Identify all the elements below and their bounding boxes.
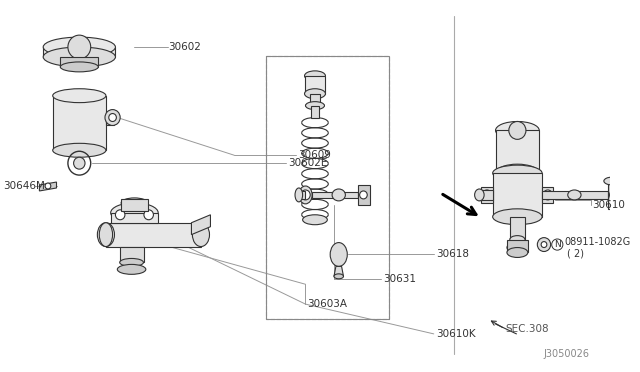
Text: 08911-1082G: 08911-1082G <box>564 237 630 247</box>
Polygon shape <box>44 47 115 57</box>
Polygon shape <box>607 181 622 209</box>
Polygon shape <box>358 185 370 205</box>
Circle shape <box>144 210 154 220</box>
Ellipse shape <box>495 164 540 182</box>
Ellipse shape <box>60 62 99 72</box>
Polygon shape <box>299 191 305 199</box>
Polygon shape <box>312 192 358 198</box>
Circle shape <box>543 190 552 200</box>
Polygon shape <box>106 116 113 125</box>
Polygon shape <box>52 96 106 150</box>
Polygon shape <box>334 266 344 276</box>
Bar <box>266 56 389 319</box>
Ellipse shape <box>120 259 143 266</box>
Ellipse shape <box>52 143 106 157</box>
Circle shape <box>74 157 85 169</box>
Circle shape <box>538 238 550 251</box>
Circle shape <box>115 210 125 220</box>
Polygon shape <box>542 187 554 203</box>
Ellipse shape <box>295 188 303 202</box>
Text: 30646M: 30646M <box>3 181 45 191</box>
Text: SEC.308: SEC.308 <box>505 324 548 334</box>
Text: N: N <box>554 240 561 249</box>
Polygon shape <box>479 190 493 200</box>
Ellipse shape <box>330 243 348 266</box>
Polygon shape <box>481 187 493 203</box>
Polygon shape <box>507 240 528 253</box>
Polygon shape <box>510 217 525 240</box>
Text: 30610K: 30610K <box>436 329 476 339</box>
Polygon shape <box>40 182 56 191</box>
Ellipse shape <box>99 223 113 247</box>
Text: 30618: 30618 <box>436 250 468 260</box>
Circle shape <box>105 110 120 125</box>
Polygon shape <box>311 106 319 118</box>
Ellipse shape <box>334 274 344 279</box>
Polygon shape <box>310 94 320 106</box>
Ellipse shape <box>493 209 542 225</box>
Polygon shape <box>120 247 144 262</box>
Ellipse shape <box>299 186 312 204</box>
Text: 30603A: 30603A <box>307 299 348 309</box>
Text: 30609: 30609 <box>298 150 331 160</box>
Circle shape <box>482 190 492 200</box>
Text: ( 2): ( 2) <box>567 248 584 259</box>
Circle shape <box>360 191 367 199</box>
Circle shape <box>609 190 619 200</box>
Circle shape <box>509 122 526 140</box>
Ellipse shape <box>305 102 324 110</box>
Circle shape <box>541 241 547 247</box>
Circle shape <box>109 113 116 122</box>
Ellipse shape <box>97 223 115 247</box>
Ellipse shape <box>305 71 325 81</box>
Text: 30631: 30631 <box>383 274 417 284</box>
Ellipse shape <box>44 47 115 67</box>
Ellipse shape <box>568 190 581 200</box>
Polygon shape <box>305 76 325 94</box>
Ellipse shape <box>604 177 621 185</box>
Text: 30610: 30610 <box>593 200 625 210</box>
Text: J3050026: J3050026 <box>543 349 589 359</box>
Ellipse shape <box>475 189 484 201</box>
Ellipse shape <box>44 37 115 57</box>
Polygon shape <box>542 191 607 199</box>
Ellipse shape <box>52 89 106 103</box>
Ellipse shape <box>303 215 327 225</box>
Ellipse shape <box>111 203 158 223</box>
Bar <box>266 56 389 319</box>
Ellipse shape <box>193 223 209 247</box>
Ellipse shape <box>507 243 528 253</box>
Ellipse shape <box>493 165 542 181</box>
Circle shape <box>68 35 91 59</box>
Polygon shape <box>191 215 211 235</box>
Polygon shape <box>493 173 542 217</box>
Polygon shape <box>60 57 99 67</box>
Ellipse shape <box>510 235 525 244</box>
Ellipse shape <box>507 247 528 257</box>
Ellipse shape <box>305 89 325 99</box>
Text: 30602: 30602 <box>168 42 202 52</box>
Ellipse shape <box>117 264 146 274</box>
Polygon shape <box>495 131 540 173</box>
Polygon shape <box>121 199 148 211</box>
Text: 30602E: 30602E <box>289 158 328 168</box>
Ellipse shape <box>332 189 346 201</box>
Ellipse shape <box>495 122 540 140</box>
Polygon shape <box>106 223 201 247</box>
Circle shape <box>301 190 310 200</box>
Ellipse shape <box>121 198 148 208</box>
Polygon shape <box>111 213 158 223</box>
Circle shape <box>45 183 51 189</box>
